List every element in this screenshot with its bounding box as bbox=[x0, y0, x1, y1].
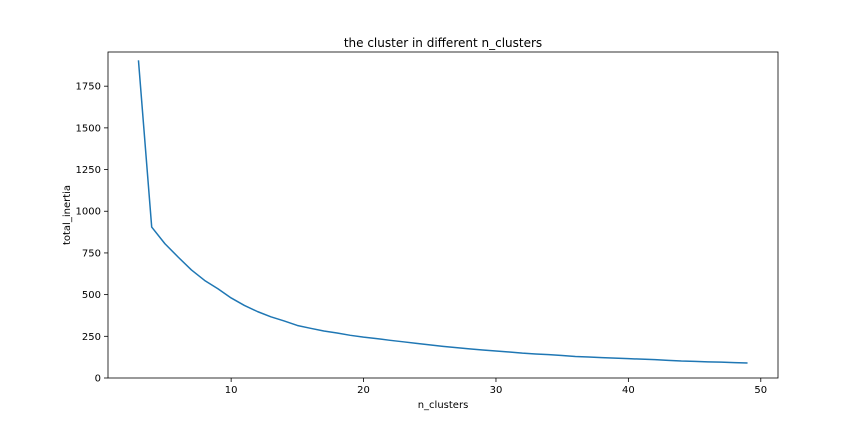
x-axis-label: n_clusters bbox=[418, 400, 469, 411]
y-axis-ticks: 0 250 500 750 1000 1250 1500 1750 bbox=[76, 82, 108, 385]
y-tick-label: 250 bbox=[82, 332, 101, 343]
plot-area bbox=[107, 51, 779, 379]
y-tick-label: 1000 bbox=[76, 207, 101, 218]
y-tick-label: 0 bbox=[95, 374, 101, 385]
y-tick-label: 1250 bbox=[76, 165, 101, 176]
y-axis-label: total_inertia bbox=[62, 185, 73, 245]
y-tick-label: 1500 bbox=[76, 123, 101, 134]
x-tick-label: 30 bbox=[490, 385, 503, 396]
x-tick-label: 20 bbox=[357, 385, 370, 396]
x-tick-label: 40 bbox=[622, 385, 635, 396]
x-tick-label: 10 bbox=[225, 385, 238, 396]
y-tick-label: 500 bbox=[82, 290, 101, 301]
x-axis-ticks: 10 20 30 40 50 bbox=[225, 378, 767, 396]
y-tick-label: 750 bbox=[82, 248, 101, 259]
chart-title: the cluster in different n_clusters bbox=[344, 36, 542, 50]
series-line bbox=[137, 60, 748, 364]
x-tick-label: 50 bbox=[754, 385, 767, 396]
y-tick-label: 1750 bbox=[76, 82, 101, 93]
